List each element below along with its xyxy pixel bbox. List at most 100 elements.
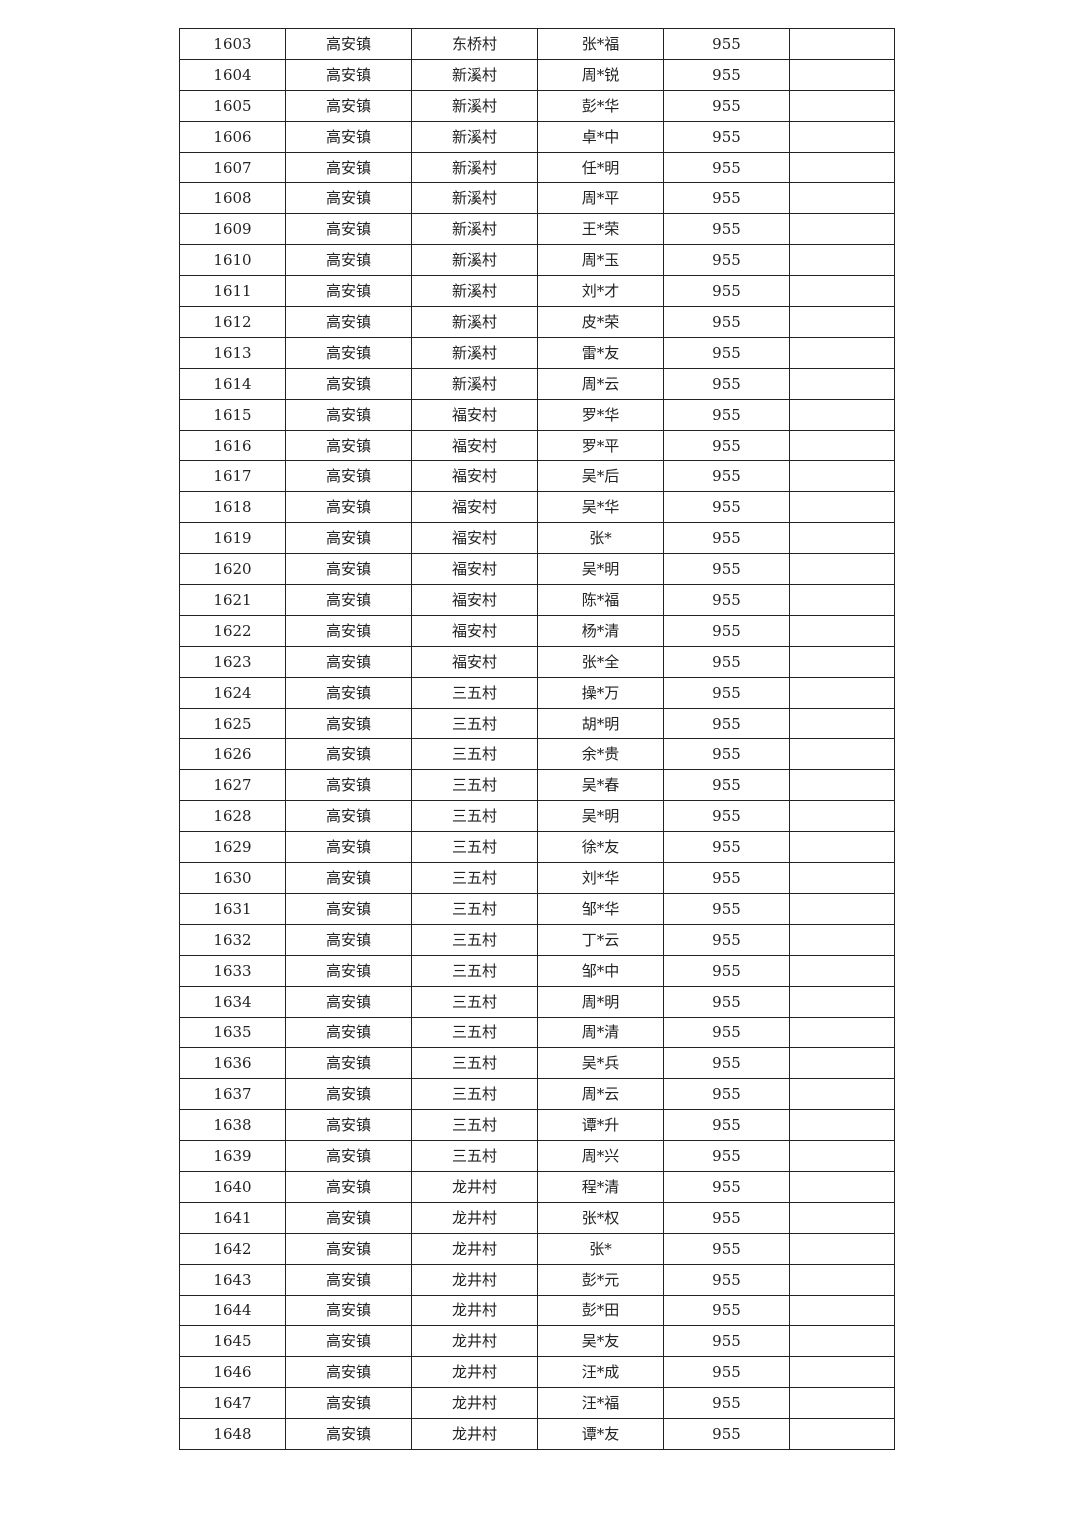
village-cell: 新溪村 — [411, 367, 538, 400]
village-cell: 龙井村 — [411, 1387, 538, 1420]
name-cell: 丁*云 — [537, 923, 664, 956]
remark-cell — [789, 1016, 895, 1049]
row-number-cell: 1627 — [179, 769, 286, 802]
remark-cell — [789, 1047, 895, 1080]
row-number-cell: 1607 — [179, 151, 286, 184]
amount-cell: 955 — [663, 553, 790, 586]
remark-cell — [789, 1418, 895, 1450]
remark-cell — [789, 1387, 895, 1420]
table-row: 1642 高安镇 龙井村 张* 955 — [179, 1232, 895, 1265]
town-cell: 高安镇 — [285, 89, 412, 122]
table-row: 1611 高安镇 新溪村 刘*才 955 — [179, 275, 895, 308]
table-row: 1636 高安镇 三五村 吴*兵 955 — [179, 1047, 895, 1080]
table-row: 1628 高安镇 三五村 吴*明 955 — [179, 800, 895, 833]
remark-cell — [789, 553, 895, 586]
town-cell: 高安镇 — [285, 182, 412, 215]
town-cell: 高安镇 — [285, 151, 412, 184]
amount-cell: 955 — [663, 244, 790, 277]
row-number-cell: 1629 — [179, 831, 286, 864]
village-cell: 新溪村 — [411, 306, 538, 338]
remark-cell — [789, 120, 895, 153]
amount-cell: 955 — [663, 1325, 790, 1358]
village-cell: 三五村 — [411, 831, 538, 864]
row-number-cell: 1640 — [179, 1170, 286, 1203]
remark-cell — [789, 398, 895, 431]
table-row: 1621 高安镇 福安村 陈*福 955 — [179, 584, 895, 616]
remark-cell — [789, 182, 895, 215]
remark-cell — [789, 89, 895, 122]
name-cell: 彭*华 — [537, 89, 664, 122]
town-cell: 高安镇 — [285, 985, 412, 1018]
row-number-cell: 1616 — [179, 429, 286, 462]
village-cell: 三五村 — [411, 1140, 538, 1172]
name-cell: 汪*成 — [537, 1356, 664, 1389]
town-cell: 高安镇 — [285, 1201, 412, 1234]
name-cell: 雷*友 — [537, 336, 664, 369]
name-cell: 刘*才 — [537, 275, 664, 308]
name-cell: 彭*田 — [537, 1294, 664, 1327]
row-number-cell: 1626 — [179, 738, 286, 771]
amount-cell: 955 — [663, 614, 790, 647]
town-cell: 高安镇 — [285, 614, 412, 647]
name-cell: 谭*友 — [537, 1418, 664, 1450]
name-cell: 周*玉 — [537, 244, 664, 277]
table-row: 1637 高安镇 三五村 周*云 955 — [179, 1078, 895, 1111]
remark-cell — [789, 738, 895, 771]
town-cell: 高安镇 — [285, 275, 412, 308]
town-cell: 高安镇 — [285, 892, 412, 925]
amount-cell: 955 — [663, 738, 790, 771]
amount-cell: 955 — [663, 151, 790, 184]
amount-cell: 955 — [663, 491, 790, 524]
name-cell: 谭*升 — [537, 1109, 664, 1142]
remark-cell — [789, 1078, 895, 1111]
table-row: 1648 高安镇 龙井村 谭*友 955 — [179, 1418, 895, 1450]
remark-cell — [789, 1263, 895, 1296]
row-number-cell: 1637 — [179, 1078, 286, 1111]
amount-cell: 955 — [663, 1356, 790, 1389]
row-number-cell: 1606 — [179, 120, 286, 153]
row-number-cell: 1634 — [179, 985, 286, 1018]
amount-cell: 955 — [663, 522, 790, 555]
town-cell: 高安镇 — [285, 1232, 412, 1265]
table-row: 1612 高安镇 新溪村 皮*荣 955 — [179, 306, 895, 338]
remark-cell — [789, 336, 895, 369]
amount-cell: 955 — [663, 954, 790, 987]
table-row: 1645 高安镇 龙井村 吴*友 955 — [179, 1325, 895, 1358]
town-cell: 高安镇 — [285, 1325, 412, 1358]
village-cell: 福安村 — [411, 584, 538, 616]
row-number-cell: 1620 — [179, 553, 286, 586]
name-cell: 陈*福 — [537, 584, 664, 616]
table-row: 1614 高安镇 新溪村 周*云 955 — [179, 367, 895, 400]
amount-cell: 955 — [663, 1387, 790, 1420]
row-number-cell: 1621 — [179, 584, 286, 616]
town-cell: 高安镇 — [285, 862, 412, 894]
village-cell: 三五村 — [411, 1109, 538, 1142]
amount-cell: 955 — [663, 336, 790, 369]
remark-cell — [789, 954, 895, 987]
village-cell: 新溪村 — [411, 213, 538, 246]
table-row: 1632 高安镇 三五村 丁*云 955 — [179, 923, 895, 956]
village-cell: 三五村 — [411, 892, 538, 925]
remark-cell — [789, 1109, 895, 1142]
table-row: 1603 高安镇 东桥村 张*福 955 — [179, 28, 895, 60]
town-cell: 高安镇 — [285, 367, 412, 400]
amount-cell: 955 — [663, 831, 790, 864]
village-cell: 新溪村 — [411, 336, 538, 369]
village-cell: 龙井村 — [411, 1418, 538, 1450]
amount-cell: 955 — [663, 862, 790, 894]
remark-cell — [789, 151, 895, 184]
amount-cell: 955 — [663, 1047, 790, 1080]
remark-cell — [789, 1294, 895, 1327]
village-cell: 三五村 — [411, 769, 538, 802]
village-cell: 新溪村 — [411, 58, 538, 91]
row-number-cell: 1618 — [179, 491, 286, 524]
amount-cell: 955 — [663, 89, 790, 122]
town-cell: 高安镇 — [285, 954, 412, 987]
name-cell: 任*明 — [537, 151, 664, 184]
town-cell: 高安镇 — [285, 1109, 412, 1142]
name-cell: 吴*华 — [537, 491, 664, 524]
row-number-cell: 1610 — [179, 244, 286, 277]
remark-cell — [789, 707, 895, 740]
village-cell: 三五村 — [411, 1047, 538, 1080]
village-cell: 三五村 — [411, 738, 538, 771]
